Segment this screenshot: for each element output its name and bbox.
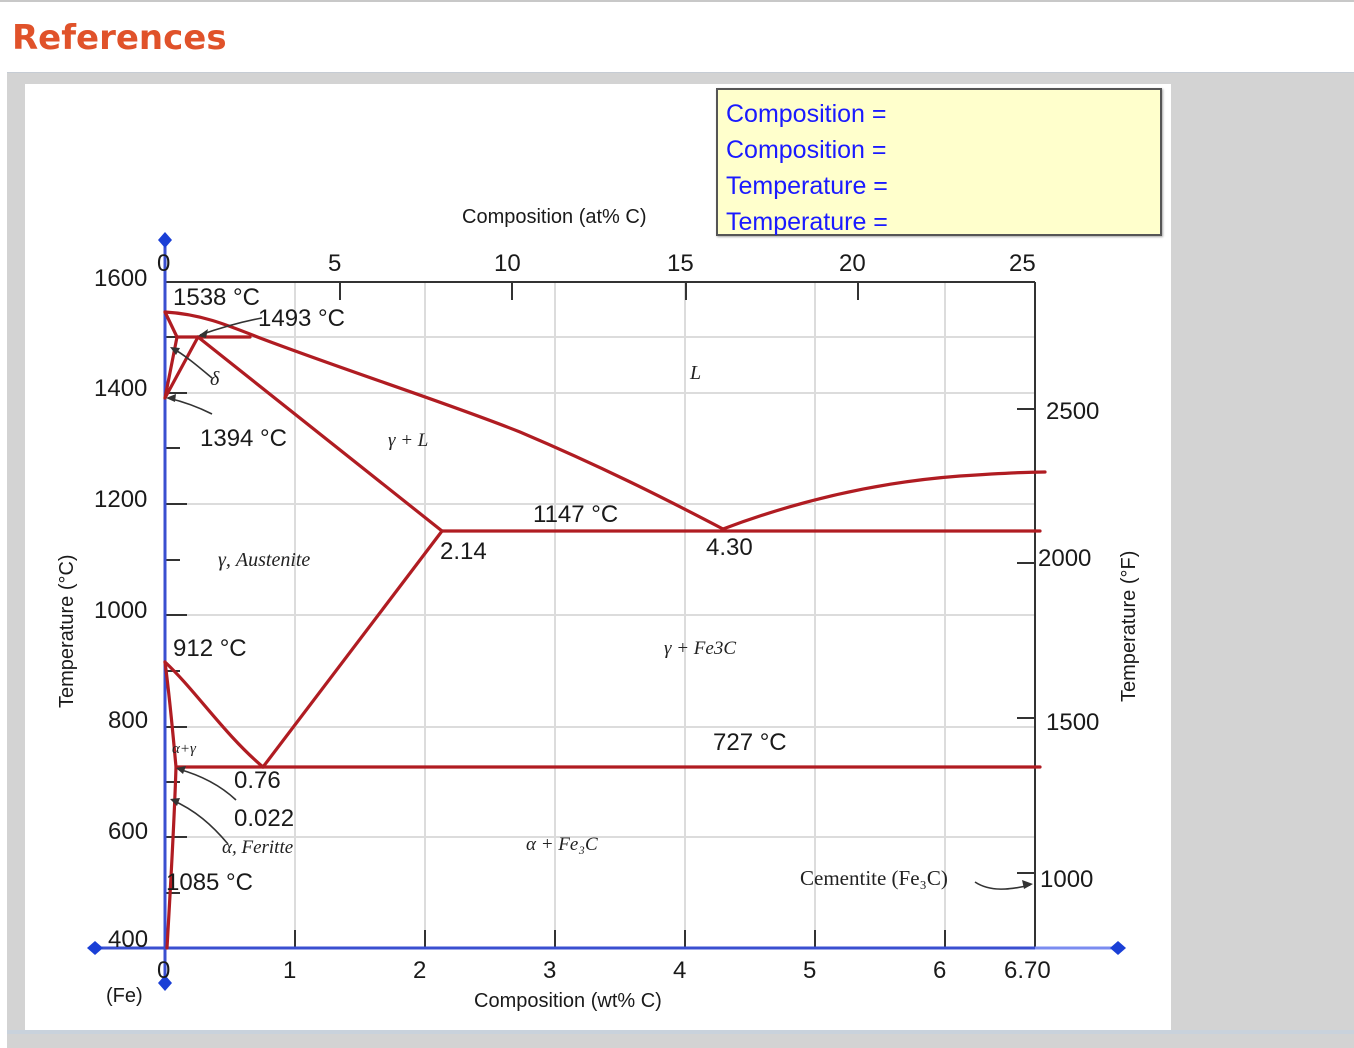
bottom-tick-0: 0 (157, 957, 171, 984)
top-tick-5: 5 (328, 250, 342, 277)
phase-gamma-fe3c: γ + Fe3C (664, 638, 737, 659)
bottom-divider (7, 1030, 1354, 1034)
bottom-tick-1: 1 (283, 957, 297, 984)
axis-frame (165, 281, 1036, 948)
annotation-912c: 912 °C (173, 635, 247, 662)
gridlines (165, 282, 1035, 948)
right-tick-2000: 2000 (1038, 545, 1092, 572)
phase-ferrite: α, Feritte (222, 837, 294, 858)
phase-austenite: γ, Austenite (218, 549, 311, 571)
top-tick-15: 15 (667, 250, 694, 277)
annotation-727c: 727 °C (713, 729, 787, 756)
phase-delta: δ (210, 368, 220, 390)
phase-gamma-liquid: γ + L (388, 430, 429, 451)
readout-composition-at: Composition = (726, 136, 887, 164)
x-axis-left-handle[interactable] (87, 941, 103, 955)
bottom-tick-6-70: 6.70 (1004, 957, 1051, 984)
section-title: References (12, 18, 227, 58)
x-axis-right-handle[interactable] (1110, 941, 1126, 955)
left-tick-1400: 1400 (94, 375, 148, 402)
readout-temperature-f: Temperature = (726, 208, 888, 236)
phase-lines (163, 310, 1047, 950)
top-divider (0, 0, 1354, 2)
phase-alpha-fe3c: α + Fe₃C (526, 834, 598, 855)
annotation-4-30: 4.30 (706, 534, 753, 561)
bottom-tick-4: 4 (673, 957, 687, 984)
top-tick-10: 10 (494, 250, 521, 277)
arrowheads (166, 329, 1033, 889)
diagram-canvas (25, 84, 1171, 1031)
right-tick-1000: 1000 (1040, 866, 1094, 893)
left-tick-600: 600 (108, 818, 149, 845)
fe-origin-label: (Fe) (106, 985, 143, 1007)
y-axis-top-handle[interactable] (158, 232, 172, 248)
annotation-0-76: 0.76 (234, 767, 281, 794)
bottom-tick-6: 6 (933, 957, 947, 984)
top-tick-0: 0 (157, 250, 171, 277)
left-tick-1200: 1200 (94, 486, 148, 513)
left-tick-1600: 1600 (94, 265, 148, 292)
bottom-axis-title: Composition (wt% C) (474, 990, 662, 1012)
annotation-0-022: 0.022 (234, 805, 295, 832)
top-tick-25: 25 (1009, 250, 1036, 277)
left-tick-800: 800 (108, 707, 149, 734)
left-tick-400: 400 (108, 926, 149, 953)
bottom-tick-3: 3 (543, 957, 557, 984)
top-tick-20: 20 (839, 250, 866, 277)
cursor-readout-box: Composition = Composition = Temperature … (716, 88, 1162, 236)
y-axis-bottom-handle[interactable] (158, 975, 172, 991)
left-axis-title: Temperature (°C) (56, 554, 78, 708)
phase-liquid: L (690, 362, 702, 384)
annotation-1538c: 1538 °C (173, 284, 260, 311)
readout-temperature-c: Temperature = (726, 172, 888, 200)
annotation-1493c: 1493 °C (258, 305, 345, 332)
annotation-cementite: Cementite (Fe₃C) (800, 866, 948, 890)
bottom-tick-2: 2 (413, 957, 427, 984)
annotation-1085c: 1085 °C (166, 869, 253, 896)
readout-composition-wt: Composition = (726, 100, 887, 128)
phase-alpha-gamma: α+γ (172, 741, 196, 757)
right-tick-1500: 1500 (1046, 709, 1100, 736)
annotation-1394c: 1394 °C (200, 425, 287, 452)
right-tick-2500: 2500 (1046, 398, 1100, 425)
annotation-2-14: 2.14 (440, 538, 487, 565)
axis-handles[interactable] (87, 232, 1126, 991)
annotation-1147c: 1147 °C (533, 501, 619, 528)
bottom-tick-5: 5 (803, 957, 817, 984)
right-axis-title: Temperature (°F) (1118, 550, 1140, 702)
top-axis-title: Composition (at% C) (462, 206, 647, 228)
left-tick-1000: 1000 (94, 597, 148, 624)
leader-arrows (167, 317, 1031, 890)
